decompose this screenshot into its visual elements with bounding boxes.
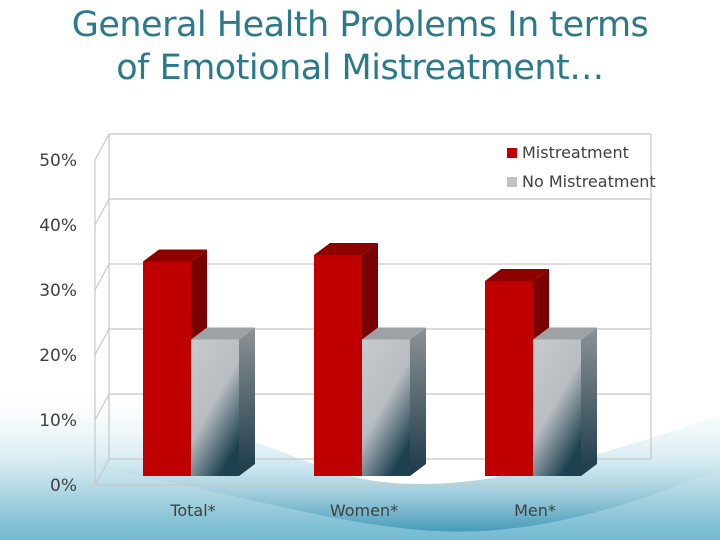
legend-swatch <box>507 177 517 187</box>
slide-title-line-1: General Health Problems In terms <box>71 5 649 45</box>
bar-no-mistreatment <box>191 327 255 476</box>
legend-label: No Mistreatment <box>522 172 656 191</box>
chart-legend: Mistreatment No Mistreatment <box>507 143 656 191</box>
chart-axes: 0% 10% 20% 30% 40% 50% Total* Women* Men* <box>39 134 652 520</box>
y-tick-label: 10% <box>39 411 77 431</box>
bar-no-mistreatment <box>362 327 426 476</box>
bar-no-mistreatment <box>533 327 597 476</box>
gridline <box>94 198 651 226</box>
legend-swatch <box>507 148 517 158</box>
legend-label: Mistreatment <box>522 143 629 162</box>
y-tick-label: 50% <box>39 151 77 171</box>
y-tick-label: 20% <box>39 346 77 366</box>
chart-bars <box>143 243 597 476</box>
slide-title: General Health Problems In terms of Emot… <box>0 4 720 90</box>
x-tick-label: Men* <box>514 501 556 520</box>
y-tick-label: 0% <box>50 476 77 496</box>
x-tick-label: Total* <box>169 501 215 520</box>
x-tick-label: Women* <box>330 501 398 520</box>
slide-title-line-2: of Emotional Mistreatment… <box>116 48 604 88</box>
y-tick-label: 30% <box>39 281 77 301</box>
chart-grid <box>94 133 651 486</box>
y-tick-label: 40% <box>39 216 77 236</box>
